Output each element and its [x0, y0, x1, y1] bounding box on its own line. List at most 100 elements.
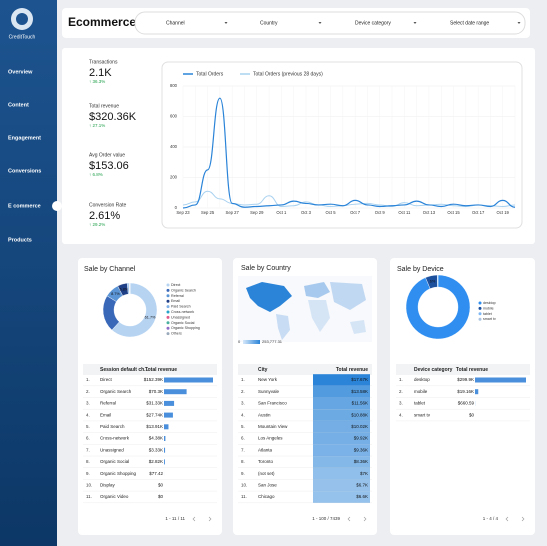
- legend-label: mobile: [483, 306, 494, 310]
- x-tick-label: Oct 19: [497, 210, 510, 215]
- nav-item: Content: [8, 102, 29, 108]
- x-tick-label: Sep 27: [226, 210, 240, 215]
- legend-dot: [478, 317, 482, 321]
- asia: [330, 282, 366, 310]
- revenue-label: $9.92K: [354, 436, 368, 441]
- donut-slice: [436, 274, 439, 288]
- revenue-label: $17.67K: [351, 377, 368, 382]
- kpi-label: Avg Order value: [89, 152, 125, 158]
- row-index: 3.: [86, 401, 90, 406]
- y-tick-label: 800: [170, 83, 178, 88]
- column-header: Total revenue: [145, 367, 177, 373]
- heat-cell: [313, 491, 370, 503]
- row-name: Sunnyvale: [258, 389, 280, 394]
- brand: CreditTouch: [9, 34, 36, 40]
- legend-dot: [166, 288, 170, 292]
- revenue-bar: [164, 424, 169, 430]
- legend-label: tablet: [483, 312, 492, 316]
- revenue-bar: [475, 377, 526, 383]
- legend-label: Total Orders (previous 28 days): [253, 71, 323, 77]
- legend-dot: [166, 305, 170, 309]
- heat-cell: [313, 374, 370, 386]
- legend-dot: [478, 312, 482, 316]
- filter-label: Device category: [355, 20, 391, 26]
- column-header: Total revenue: [456, 367, 488, 373]
- x-tick-label: Sep 29: [250, 210, 264, 215]
- kpi-change: ↑ 27.1%: [89, 123, 105, 128]
- legend-label: Unassigned: [171, 315, 190, 319]
- legend-dot: [478, 301, 482, 305]
- row-name: Organic Video: [100, 494, 129, 499]
- row-index: 10.: [241, 482, 247, 487]
- revenue-bar: [164, 377, 213, 383]
- row-name: San Francisco: [258, 401, 287, 406]
- card-title: Sale by Device: [397, 266, 444, 273]
- oceania: [350, 320, 366, 334]
- row-index: 3.: [241, 401, 245, 406]
- legend-label: smart tv: [483, 317, 496, 321]
- row-name: tablet: [414, 401, 426, 406]
- revenue-label: $31.33K: [146, 401, 163, 406]
- y-tick-label: 600: [170, 114, 178, 119]
- heat-cell: [313, 467, 370, 480]
- revenue-bar: [164, 400, 175, 406]
- row-index: 8.: [86, 459, 90, 464]
- slice-label: 8.7%: [111, 292, 120, 296]
- kpi-label: Total revenue: [89, 103, 119, 109]
- revenue-label: $19.16K: [457, 389, 474, 394]
- row-index: 6.: [241, 436, 245, 441]
- row-index: 10.: [86, 482, 92, 487]
- world-map: [238, 276, 372, 342]
- row-name: Organic Search: [100, 389, 132, 394]
- x-tick-label: Sep 25: [201, 210, 215, 215]
- legend-label: desktop: [483, 301, 496, 305]
- filter-label: Select date range: [450, 20, 489, 26]
- legend-label: Organic Shopping: [171, 326, 200, 330]
- revenue-label: $299.9K: [457, 377, 474, 382]
- south-america: [276, 314, 290, 340]
- slice-label: 61.7%: [145, 316, 156, 320]
- legend-dot: [166, 332, 170, 336]
- row-name: Unassigned: [100, 447, 124, 452]
- nav-item: Conversions: [8, 168, 41, 174]
- line-series: [182, 190, 516, 207]
- legend-label: Organic Social: [171, 321, 195, 325]
- kpi-change: ↑ 6.8%: [89, 172, 103, 177]
- revenue-label: $8.36K: [354, 459, 368, 464]
- x-tick-label: Oct 5: [326, 210, 337, 215]
- legend-label: Total Orders: [196, 71, 224, 77]
- map-legend-min: 0: [238, 339, 241, 344]
- legend-dot: [166, 310, 170, 314]
- heat-cell: [313, 456, 370, 468]
- row-name: Referral: [100, 401, 116, 406]
- legend-dot: [166, 321, 170, 325]
- legend-label: Paid Search: [171, 305, 191, 309]
- heat-cell: [313, 409, 370, 421]
- x-tick-label: Oct 13: [423, 210, 436, 215]
- map-legend-max: 253,777.31: [262, 339, 283, 344]
- row-index: 2.: [399, 389, 403, 394]
- row-name: Los Angeles: [258, 436, 283, 441]
- nav-item: Overview: [8, 69, 33, 75]
- kpi-value: 2.61%: [89, 210, 120, 222]
- slice-label: 5.8%: [120, 287, 129, 291]
- row-index: 11.: [241, 494, 247, 499]
- prev-page: [192, 516, 196, 522]
- nav-item: Products: [8, 237, 32, 243]
- x-tick-label: Sep 23: [176, 210, 190, 215]
- next-page: [363, 516, 367, 522]
- row-name: Mountain View: [258, 424, 288, 429]
- donut-slice: [405, 274, 471, 340]
- x-tick-label: Oct 1: [276, 210, 287, 215]
- row-name: Cross-network: [100, 436, 130, 441]
- revenue-bar: [164, 459, 165, 465]
- column-header: Total revenue: [336, 367, 368, 373]
- pagination: 1 - 4 / 4: [483, 516, 499, 521]
- page-title: Ecommerce: [68, 15, 136, 29]
- revenue-label: $660.59: [458, 401, 475, 406]
- row-name: Atlanta: [258, 447, 273, 452]
- revenue-bar: [164, 436, 166, 441]
- revenue-label: $6.7K: [356, 482, 368, 487]
- line-series: [182, 97, 516, 209]
- kpi-label: Conversion Rate: [89, 202, 126, 208]
